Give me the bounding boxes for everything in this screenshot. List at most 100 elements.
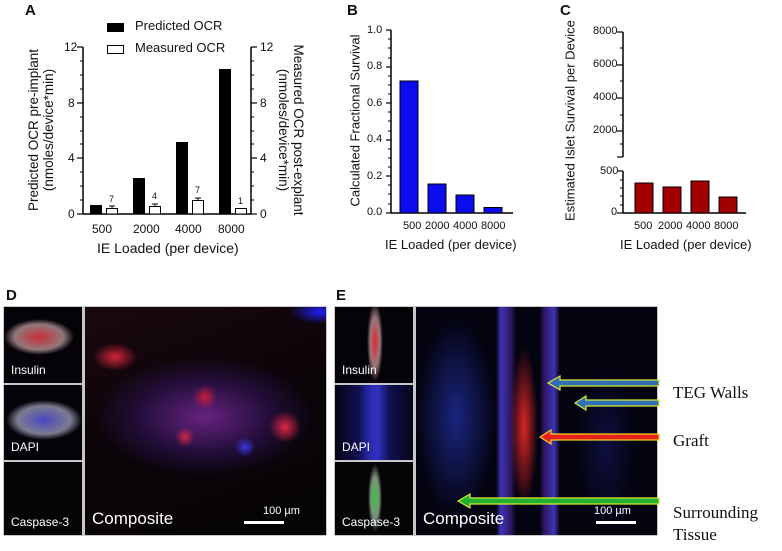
surrounding-tissue-arrow — [456, 492, 660, 510]
b-ytick-0.2: 0.2 — [367, 170, 383, 182]
a-n-label-8000: 1 — [238, 196, 244, 206]
a-xtick-8000: 8000 — [218, 222, 245, 236]
a-x-axis-title: IE Loaded (per device) — [97, 240, 239, 256]
bar-b-8000 — [483, 207, 503, 214]
panel-d-letter: D — [6, 287, 17, 304]
e-insulin-label: Insulin — [342, 363, 377, 377]
bar-predicted-500 — [90, 205, 102, 214]
a-n-label-4000: 7 — [195, 185, 201, 195]
c-ytick-8000: 8000 — [593, 25, 618, 37]
c-ytick-4000: 4000 — [593, 91, 618, 103]
chart-b — [386, 29, 513, 214]
b-ytick-0.0: 0.0 — [367, 206, 383, 218]
a-y2-axis-title: Measured OCR post-explant (nmoles/device… — [276, 44, 306, 216]
a-y2tick-8: 8 — [260, 96, 267, 110]
d-insulin-label: Insulin — [11, 363, 46, 377]
panel-e-letter: E — [336, 287, 347, 304]
a-ytick-8: 8 — [68, 96, 75, 110]
panel-b-letter: B — [347, 2, 358, 19]
b-xtick-8000: 8000 — [481, 220, 506, 232]
legend-swatch-measured — [107, 45, 124, 54]
teg-wall-arrow-2 — [573, 394, 660, 412]
d-caspase-label: Caspase-3 — [11, 515, 70, 529]
legend-swatch-predicted — [107, 23, 124, 32]
d-caspase-image: Caspase-3 — [4, 462, 82, 535]
c-xtick-4000: 4000 — [686, 220, 711, 232]
c-ytick-0: 0 — [611, 206, 618, 218]
d-dapi-label: DAPI — [11, 440, 40, 454]
tissue-label: Tissue — [673, 525, 717, 544]
d-composite-label: Composite — [92, 509, 174, 528]
chart-a — [77, 23, 257, 215]
a-xtick-4000: 4000 — [175, 222, 202, 236]
d-scale-bar — [244, 521, 284, 524]
bar-b-2000 — [427, 183, 447, 214]
chart-c — [617, 31, 746, 214]
e-dapi-image: DAPI — [335, 385, 413, 460]
e-caspase-image: Caspase-3 — [335, 462, 413, 535]
e-insulin-image: Insulin — [335, 307, 413, 383]
a-ytick-4: 4 — [68, 151, 75, 165]
teg-wall-arrow-1 — [546, 374, 660, 392]
a-y-axis-title: Predicted OCR pre-implant (nmoles/device… — [26, 48, 56, 212]
a-y2tick-0: 0 — [260, 207, 267, 221]
bar-c-8000 — [718, 196, 738, 214]
e-composite-image: Composite 100 µm — [416, 307, 657, 535]
a-y2tick-12: 12 — [260, 40, 274, 54]
d-scale-bar-label: 100 µm — [263, 505, 300, 517]
a-n-label-2000: 4 — [152, 191, 158, 201]
b-ytick-0.6: 0.6 — [367, 97, 383, 109]
e-caspase-label: Caspase-3 — [342, 515, 401, 529]
bar-c-2000 — [662, 186, 682, 214]
c-xtick-2000: 2000 — [658, 220, 683, 232]
c-y-axis-title: Estimated Islet Survival per Device — [562, 20, 578, 221]
bar-b-4000 — [455, 194, 475, 214]
bar-measured-4000 — [192, 200, 204, 215]
e-scale-bar-label: 100 µm — [594, 505, 631, 517]
b-x-axis-title: IE Loaded (per device) — [385, 237, 517, 252]
a-ytick-0: 0 — [68, 207, 75, 221]
c-ytick-2000: 2000 — [593, 124, 618, 136]
legend-label-predicted: Predicted OCR — [135, 18, 223, 33]
bar-b-500 — [399, 80, 419, 214]
graft-label: Graft — [673, 431, 709, 450]
e-dapi-label: DAPI — [342, 440, 371, 454]
d-insulin-image: Insulin — [4, 307, 82, 383]
c-ytick-6000: 6000 — [593, 58, 618, 70]
bar-measured-2000 — [149, 206, 161, 215]
panel-a-letter: A — [25, 2, 36, 19]
bar-predicted-8000 — [219, 69, 231, 214]
a-xtick-500: 500 — [92, 222, 113, 236]
e-composite-label: Composite — [423, 509, 505, 528]
bar-predicted-4000 — [176, 142, 188, 214]
e-arrows — [456, 374, 660, 510]
b-xtick-4000: 4000 — [453, 220, 478, 232]
b-ytick-1.0: 1.0 — [367, 24, 383, 36]
d-composite-image: Composite 100 µm — [85, 307, 326, 535]
c-xtick-500: 500 — [634, 220, 653, 232]
b-y-axis-title: Calculated Fractional Survival — [347, 34, 363, 207]
d-dapi-image: DAPI — [4, 385, 82, 460]
teg-walls-label: TEG Walls — [673, 383, 749, 402]
graft-arrow — [538, 428, 660, 446]
c-ytick-500: 500 — [600, 165, 619, 177]
bar-c-4000 — [690, 180, 710, 214]
a-ytick-12: 12 — [64, 40, 78, 54]
b-xtick-2000: 2000 — [425, 220, 450, 232]
bar-c-500 — [634, 182, 654, 214]
bar-measured-500 — [106, 208, 118, 215]
a-xtick-2000: 2000 — [133, 222, 160, 236]
panel-c-letter: C — [560, 2, 571, 19]
b-xtick-500: 500 — [403, 220, 422, 232]
e-scale-bar — [596, 521, 636, 524]
a-y2tick-4: 4 — [260, 151, 267, 165]
bar-measured-8000 — [235, 208, 247, 215]
c-xtick-8000: 8000 — [714, 220, 739, 232]
a-n-label-500: 7 — [109, 194, 115, 204]
surrounding-label: Surrounding — [673, 503, 758, 522]
legend-label-measured: Measured OCR — [135, 40, 226, 55]
c-x-axis-title: IE Loaded (per device) — [620, 237, 752, 252]
b-ytick-0.4: 0.4 — [367, 133, 383, 145]
b-ytick-0.8: 0.8 — [367, 60, 383, 72]
bar-predicted-2000 — [133, 178, 145, 214]
